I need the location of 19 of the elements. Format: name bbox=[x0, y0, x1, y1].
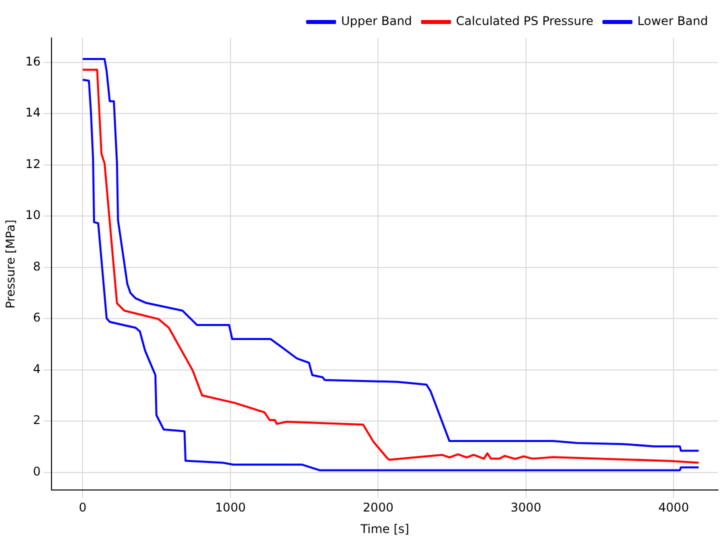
y-tick-label: 12 bbox=[25, 156, 41, 171]
y-tick-label: 2 bbox=[33, 413, 41, 428]
legend-label: Upper Band bbox=[341, 14, 412, 28]
y-tick-label: 4 bbox=[33, 362, 41, 376]
x-tick-label: 4000 bbox=[658, 500, 689, 515]
x-tick-label: 3000 bbox=[510, 500, 542, 515]
y-tick-label: 10 bbox=[25, 208, 41, 222]
x-tick-label: 1000 bbox=[215, 500, 246, 515]
y-tick-label: 14 bbox=[25, 106, 41, 120]
x-tick-label: 0 bbox=[78, 500, 87, 515]
y-tick-label: 0 bbox=[33, 464, 41, 478]
y-tick-label: 8 bbox=[33, 259, 41, 274]
x-tick-label: 2000 bbox=[362, 500, 394, 515]
y-axis-title: Pressure [MPa] bbox=[3, 220, 18, 309]
legend-label: Lower Band bbox=[637, 14, 708, 28]
y-tick-label: 16 bbox=[25, 54, 41, 68]
y-tick-label: 6 bbox=[33, 310, 41, 325]
legend-label: Calculated PS Pressure bbox=[456, 14, 594, 28]
x-axis-title: Time [s] bbox=[359, 522, 410, 536]
